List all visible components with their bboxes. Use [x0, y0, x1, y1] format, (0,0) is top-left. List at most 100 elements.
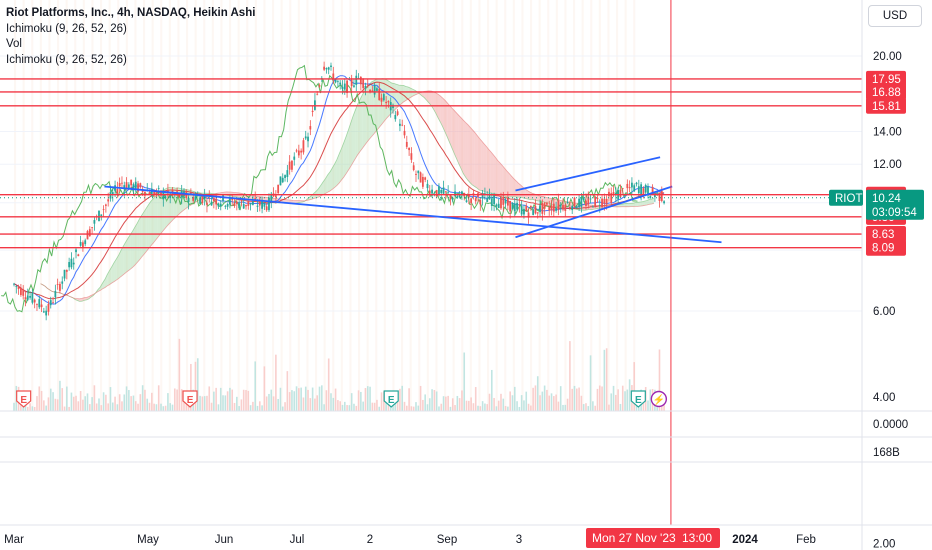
- candle-body: [539, 205, 541, 213]
- trend-lines[interactable]: [104, 156, 722, 244]
- volume-bar: [63, 406, 66, 411]
- cloud-segment: [114, 258, 117, 282]
- session-stripe: [297, 0, 300, 411]
- volume-bar: [54, 398, 57, 411]
- volume-bar: [445, 396, 447, 411]
- crosshair: Mon 27 Nov '23 13:00: [586, 0, 720, 548]
- session-stripe: [31, 0, 34, 411]
- candle-body: [59, 284, 61, 291]
- cloud-segment: [323, 178, 326, 195]
- legend-ichimoku-2[interactable]: Ichimoku (9, 26, 52, 26): [6, 53, 127, 66]
- volume-bar: [206, 395, 208, 411]
- volume-bar: [660, 405, 663, 411]
- time-axis[interactable]: Mar May Jun Jul 2 Sep 3 2024 Feb: [4, 534, 816, 546]
- candle-body: [286, 170, 289, 178]
- volume-bar: [132, 395, 135, 411]
- currency-button[interactable]: USD: [868, 5, 922, 27]
- candle-body: [295, 150, 298, 152]
- cloud-segment: [125, 238, 128, 273]
- time-tick-label: 2: [367, 534, 373, 546]
- candle-body: [194, 196, 197, 200]
- candle-body: [359, 76, 362, 85]
- candle-body: [341, 86, 344, 90]
- volume-bar: [281, 406, 284, 411]
- legend-ichimoku-1[interactable]: Ichimoku (9, 26, 52, 26): [6, 22, 127, 35]
- volume-bar: [355, 405, 358, 411]
- candle-body: [178, 194, 181, 198]
- volume-bar: [247, 390, 250, 411]
- volume-bars: [13, 338, 665, 411]
- volume-bar: [442, 396, 445, 411]
- cloud-segment: [529, 192, 533, 200]
- cloud-segment: [346, 130, 349, 174]
- volume-bar: [357, 390, 360, 411]
- earnings-marker-label: E: [20, 395, 27, 406]
- candle-body: [24, 297, 27, 299]
- cloud-segment: [362, 90, 365, 149]
- legend-title[interactable]: Riot Platforms, Inc., 4h, NASDAQ, Heikin…: [6, 7, 256, 19]
- volume-bar: [153, 403, 155, 411]
- cloud-segment: [137, 219, 140, 263]
- volume-bar: [408, 388, 410, 411]
- candle-body: [557, 200, 560, 210]
- volume-bar: [530, 405, 532, 411]
- cloud-segment: [150, 198, 154, 246]
- candle-body: [187, 198, 190, 202]
- session-stripe: [401, 0, 404, 411]
- candle-body: [653, 194, 656, 198]
- legend-volume[interactable]: Vol: [6, 38, 22, 50]
- volume-bar: [546, 389, 548, 411]
- cloud-segment: [350, 116, 354, 167]
- candle-body: [470, 198, 473, 204]
- cloud-segment: [619, 204, 622, 207]
- volume-bar: [176, 389, 178, 411]
- candle-body: [293, 156, 296, 160]
- candle-body: [513, 203, 516, 212]
- cloud-segment: [516, 180, 519, 198]
- cloud-segment: [341, 142, 344, 181]
- cloud-segment: [493, 154, 496, 194]
- volume-bar: [162, 406, 165, 411]
- volume-bar: [364, 388, 367, 411]
- volume-bar: [330, 393, 332, 411]
- cloud-segment: [536, 194, 540, 202]
- candle-body: [164, 196, 167, 198]
- price-axis[interactable]: 20.0014.0012.0010.008.006.004.002.000.00…: [829, 51, 924, 550]
- cloud-segment: [111, 262, 115, 284]
- volume-bar: [72, 396, 75, 411]
- cloud-segment: [509, 173, 512, 198]
- candle-body: [334, 79, 337, 83]
- candle-body: [79, 242, 82, 246]
- candle-body: [637, 186, 640, 194]
- volume-bar: [272, 396, 275, 411]
- volume-bar: [26, 406, 29, 411]
- candle-body: [628, 187, 631, 189]
- candle-body: [444, 191, 447, 193]
- volume-bar: [36, 396, 38, 411]
- candle-body: [394, 115, 397, 120]
- volume-bar: [300, 387, 302, 411]
- candle-body: [107, 199, 110, 202]
- cloud-segment: [626, 203, 629, 207]
- candle-body: [575, 207, 578, 209]
- candle-body: [660, 190, 663, 201]
- cloud-segment: [343, 136, 347, 178]
- candle-body: [647, 186, 649, 196]
- cloud-segment: [640, 201, 643, 207]
- candle-body: [552, 203, 555, 212]
- cloud-segment: [582, 204, 586, 211]
- volume-bar: [435, 391, 438, 411]
- volume-tick-label: 168B: [873, 447, 900, 459]
- price-level-badge: [866, 83, 906, 100]
- volume-bar: [224, 395, 227, 411]
- volume-bar: [49, 388, 52, 411]
- candle-body: [587, 196, 590, 205]
- volume-bar: [47, 397, 50, 411]
- volume-bar: [350, 393, 353, 411]
- session-stripe: [168, 0, 171, 411]
- event-markers[interactable]: E E E E ⚡: [16, 390, 668, 408]
- cloud-segment: [309, 195, 312, 200]
- volume-bar: [249, 405, 252, 411]
- volume-bar: [84, 396, 87, 411]
